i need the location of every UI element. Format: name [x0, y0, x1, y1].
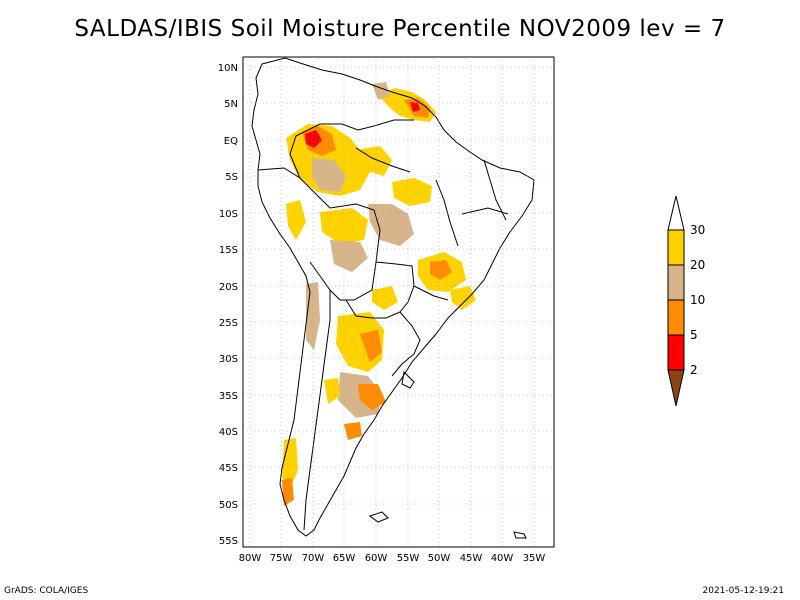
- lon-label: 65W: [333, 553, 356, 564]
- legend-label: 30: [690, 223, 705, 237]
- lat-label: 45S: [219, 463, 238, 474]
- legend-label: 5: [690, 328, 698, 342]
- lon-label: 80W: [239, 553, 262, 564]
- lon-label: 45W: [460, 553, 483, 564]
- lat-label: 5N: [224, 99, 238, 110]
- lat-label: 15S: [219, 245, 238, 256]
- lon-label: 75W: [270, 553, 293, 564]
- map-title: SALDAS/IBIS Soil Moisture Percentile NOV…: [74, 16, 726, 42]
- lat-label: 10N: [218, 63, 238, 74]
- footer-timestamp: 2021-05-12-19:21: [702, 586, 785, 596]
- lat-label: 25S: [219, 318, 238, 329]
- lat-label: 10S: [219, 209, 238, 220]
- lat-label: 5S: [225, 172, 238, 183]
- legend-label: 2: [690, 363, 698, 377]
- legend-label: 10: [690, 293, 705, 307]
- lon-label: 70W: [302, 553, 325, 564]
- legend-swatch-below-2: [667, 369, 685, 407]
- lon-label: 40W: [491, 553, 514, 564]
- lat-label: 20S: [219, 282, 238, 293]
- lat-label: 30S: [219, 354, 238, 365]
- lon-label: 35W: [523, 553, 546, 564]
- lat-label: EQ: [224, 136, 238, 147]
- footer-credit: GrADS: COLA/IGES: [4, 586, 89, 596]
- legend-label: 20: [690, 258, 705, 272]
- latitude-labels: 10N 5N EQ 5S 10S 15S 20S 25S 30S 35S 40S…: [218, 63, 238, 547]
- coastline-and-borders: [251, 57, 535, 539]
- legend-swatch-above-30: [667, 195, 685, 231]
- legend-swatch-10-20: [667, 264, 685, 301]
- longitude-labels: 80W 75W 70W 65W 60W 55W 50W 45W 40W 35W: [239, 553, 546, 564]
- soil-moisture-patches: [282, 82, 476, 506]
- lat-label: 40S: [219, 427, 238, 438]
- color-legend: 30 20 10 5 2: [667, 195, 705, 407]
- lat-label: 55S: [219, 536, 238, 547]
- lon-label: 60W: [365, 553, 388, 564]
- lat-label: 50S: [219, 500, 238, 511]
- legend-swatch-20-30: [667, 229, 685, 266]
- legend-swatch-5-10: [667, 299, 685, 336]
- lat-label: 35S: [219, 391, 238, 402]
- lon-label: 50W: [428, 553, 451, 564]
- lon-label: 55W: [397, 553, 420, 564]
- legend-swatch-2-5: [667, 334, 685, 371]
- gridlines: [243, 57, 554, 547]
